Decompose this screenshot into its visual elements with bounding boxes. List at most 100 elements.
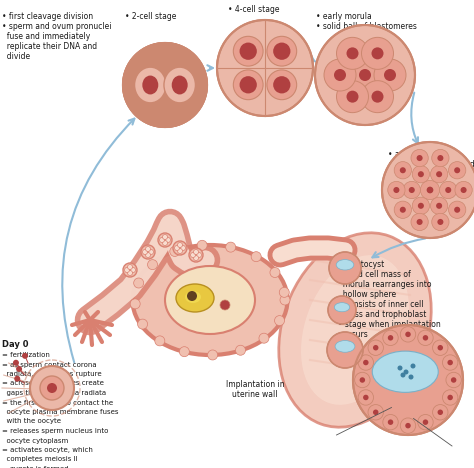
Circle shape	[363, 395, 369, 400]
Circle shape	[423, 335, 428, 341]
Text: = acrosomal enzymes create: = acrosomal enzymes create	[2, 380, 104, 387]
Circle shape	[438, 345, 443, 351]
Circle shape	[173, 241, 187, 255]
Circle shape	[251, 252, 261, 262]
Circle shape	[405, 423, 411, 428]
Circle shape	[418, 171, 424, 177]
Circle shape	[418, 203, 424, 209]
Text: hollow sphere: hollow sphere	[338, 290, 396, 299]
Circle shape	[123, 43, 207, 127]
Circle shape	[346, 91, 358, 102]
Circle shape	[438, 155, 443, 161]
Circle shape	[155, 336, 165, 346]
Circle shape	[455, 182, 472, 198]
Circle shape	[189, 248, 203, 262]
Circle shape	[439, 182, 457, 198]
Circle shape	[165, 237, 171, 242]
Circle shape	[30, 366, 74, 410]
Circle shape	[372, 91, 383, 102]
Circle shape	[193, 249, 199, 255]
Circle shape	[374, 59, 406, 91]
Circle shape	[358, 390, 374, 405]
Circle shape	[328, 296, 356, 324]
Circle shape	[368, 404, 383, 420]
Circle shape	[427, 187, 433, 193]
Text: • first cleavage division: • first cleavage division	[2, 12, 93, 21]
Circle shape	[270, 268, 280, 278]
Circle shape	[170, 247, 180, 256]
Circle shape	[179, 347, 189, 357]
Circle shape	[193, 256, 199, 261]
Ellipse shape	[267, 70, 297, 100]
Circle shape	[177, 249, 182, 254]
Circle shape	[442, 390, 458, 405]
Text: with the oocyte: with the oocyte	[2, 418, 61, 424]
Circle shape	[355, 373, 370, 388]
Text: • blastocyst: • blastocyst	[338, 260, 384, 269]
Circle shape	[197, 240, 207, 250]
Circle shape	[181, 246, 185, 250]
Circle shape	[446, 373, 461, 388]
Text: Implantation in
uterine wall: Implantation in uterine wall	[226, 380, 284, 399]
Circle shape	[373, 410, 378, 415]
Circle shape	[148, 249, 154, 255]
Text: • cells are smaller and: • cells are smaller and	[388, 160, 474, 169]
Ellipse shape	[165, 266, 255, 334]
Circle shape	[191, 253, 195, 257]
Text: • consists of inner cell: • consists of inner cell	[338, 300, 423, 309]
Circle shape	[430, 166, 448, 183]
Circle shape	[280, 295, 290, 305]
Circle shape	[436, 203, 442, 209]
Text: radiata, acrosomes rupture: radiata, acrosomes rupture	[2, 371, 101, 377]
Circle shape	[442, 355, 458, 370]
Circle shape	[401, 327, 416, 342]
Circle shape	[163, 241, 167, 246]
Circle shape	[363, 360, 369, 366]
Circle shape	[445, 187, 451, 193]
Circle shape	[451, 377, 456, 383]
Circle shape	[130, 299, 140, 309]
Circle shape	[159, 237, 164, 242]
Circle shape	[383, 330, 398, 345]
Circle shape	[388, 419, 393, 425]
Text: completes meiosis II: completes meiosis II	[2, 456, 78, 462]
Circle shape	[14, 376, 20, 382]
Circle shape	[388, 182, 405, 198]
Circle shape	[327, 332, 363, 368]
Text: • 2-cell stage: • 2-cell stage	[125, 12, 176, 21]
Circle shape	[360, 377, 365, 383]
Circle shape	[362, 80, 393, 113]
Circle shape	[447, 360, 453, 366]
Circle shape	[373, 345, 378, 351]
Circle shape	[353, 325, 463, 435]
Circle shape	[418, 415, 433, 430]
Circle shape	[418, 330, 433, 345]
Circle shape	[146, 253, 151, 257]
Circle shape	[274, 315, 284, 326]
Circle shape	[412, 197, 429, 214]
Circle shape	[403, 182, 420, 198]
Circle shape	[349, 59, 381, 91]
Circle shape	[433, 404, 448, 420]
Circle shape	[401, 418, 416, 433]
Circle shape	[329, 252, 361, 284]
Circle shape	[174, 246, 180, 250]
Circle shape	[141, 245, 155, 259]
Circle shape	[393, 187, 400, 193]
Circle shape	[409, 187, 415, 193]
Text: oocyte plasma membrane fuses: oocyte plasma membrane fuses	[2, 409, 118, 415]
Circle shape	[273, 76, 291, 94]
Circle shape	[147, 260, 157, 270]
Ellipse shape	[233, 37, 263, 66]
Text: = the first sperm to contact the: = the first sperm to contact the	[2, 400, 113, 405]
Text: morula rearranges into: morula rearranges into	[338, 280, 431, 289]
Circle shape	[197, 253, 201, 257]
Text: • reaches uterus: • reaches uterus	[388, 180, 452, 189]
Circle shape	[358, 355, 374, 370]
Circle shape	[432, 213, 449, 231]
Circle shape	[400, 207, 406, 213]
Text: divide: divide	[2, 52, 30, 61]
Circle shape	[220, 300, 230, 310]
Circle shape	[279, 287, 289, 297]
Circle shape	[384, 69, 396, 81]
